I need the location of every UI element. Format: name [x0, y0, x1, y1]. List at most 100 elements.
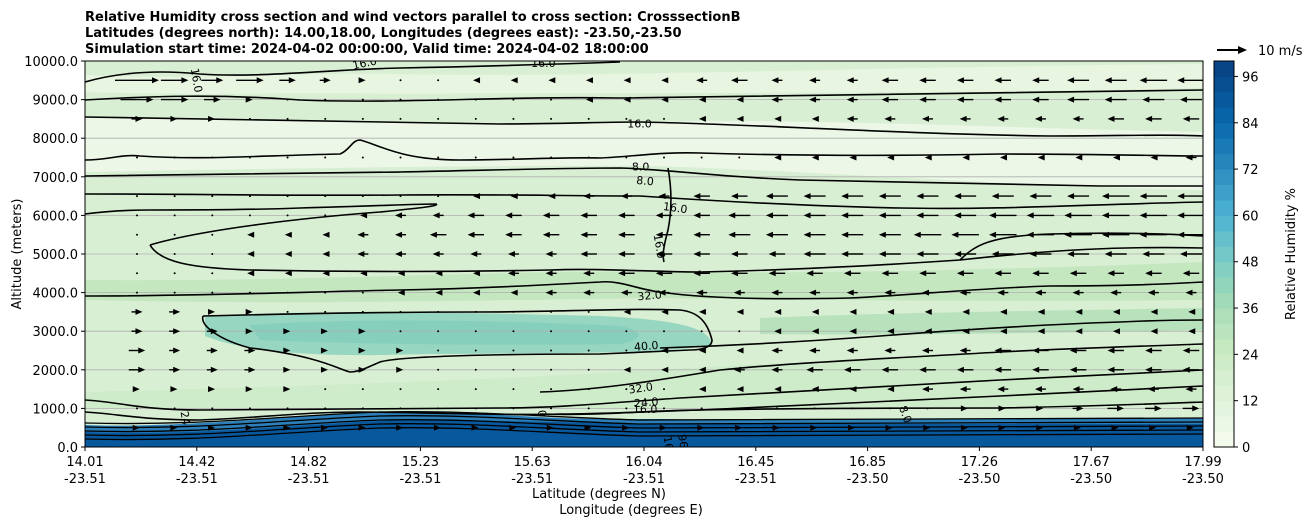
wind-vector — [204, 96, 221, 103]
wind-vector — [1034, 289, 1046, 296]
wind-vector — [913, 231, 942, 238]
wind-vector — [954, 251, 977, 257]
wind-vector — [357, 231, 369, 238]
wind-vector — [693, 270, 710, 277]
wind-vector — [736, 115, 744, 122]
wind-vector — [765, 231, 788, 238]
wind-vector — [924, 308, 932, 315]
wind-vector — [884, 289, 896, 296]
wind-vector — [1067, 77, 1090, 84]
wind-vector — [922, 115, 933, 122]
wind-vector — [437, 117, 440, 120]
x-axis-label-longitude: Longitude (degrees E) — [559, 503, 703, 518]
wind-vector — [916, 193, 939, 200]
colorbar-segment — [1214, 400, 1234, 417]
wind-vector — [1032, 366, 1049, 373]
wind-vector — [962, 154, 970, 161]
wind-vector — [1107, 270, 1124, 277]
wind-vector — [924, 154, 932, 161]
wind-vector — [173, 253, 176, 255]
wind-vector — [846, 77, 858, 84]
wind-vector — [244, 366, 256, 373]
wind-vector — [1034, 115, 1046, 122]
contour-label: 16.0 — [531, 57, 556, 70]
wind-vector — [1182, 270, 1200, 277]
colorbar-tick-label: 24 — [1242, 348, 1259, 363]
wind-vector — [1182, 347, 1200, 354]
x-tick-label-longitude: -23.51 — [64, 472, 106, 487]
wind-vector — [954, 212, 977, 219]
wind-vector — [169, 328, 181, 335]
wind-vector — [700, 156, 703, 159]
wind-vector — [587, 156, 590, 159]
y-tick-label: 8000.0 — [33, 132, 79, 147]
contour-label: 8.0 — [896, 404, 914, 425]
wind-vector — [1000, 328, 1008, 335]
wind-vector — [803, 193, 826, 200]
wind-vector — [1029, 193, 1052, 200]
wind-vector — [505, 212, 522, 219]
wind-vector — [550, 407, 553, 410]
wind-vector — [846, 289, 858, 296]
wind-vector — [623, 77, 631, 84]
wind-vector — [587, 388, 590, 391]
wind-vector — [512, 407, 515, 410]
wind-vector — [120, 96, 154, 103]
colorbar-tick-label: 12 — [1242, 395, 1259, 410]
wind-vector — [698, 308, 706, 315]
wind-vectors — [115, 77, 1203, 431]
wind-vector — [360, 212, 368, 219]
wind-vector — [131, 328, 143, 335]
wind-vector — [512, 368, 515, 371]
wind-vector — [245, 386, 253, 393]
wind-vector — [283, 347, 291, 354]
surface-contour-4 — [85, 423, 1203, 437]
wind-vector — [954, 193, 977, 200]
wind-vector — [545, 251, 557, 257]
wind-vector — [211, 407, 214, 410]
wind-vector — [1185, 386, 1197, 393]
wind-vector — [395, 251, 406, 257]
wind-vector — [625, 117, 628, 120]
quiver-key-label: 10 m/s — [1258, 44, 1303, 59]
wind-vector — [170, 386, 178, 393]
wind-vector — [128, 347, 146, 354]
wind-vector — [1150, 328, 1158, 335]
wind-vector — [322, 270, 330, 277]
wind-vector — [916, 212, 939, 219]
wind-vector — [1182, 366, 1200, 373]
wind-vector — [1139, 231, 1168, 238]
x-tick-label-latitude: 17.26 — [961, 455, 998, 470]
wind-vector — [663, 156, 665, 159]
wind-vector — [173, 291, 176, 294]
wind-vector — [170, 424, 178, 431]
colorbar-frame — [1213, 60, 1235, 448]
x-tick-label-latitude: 16.04 — [625, 455, 662, 470]
wind-vector — [361, 98, 364, 101]
contour-label: 16.0 — [351, 55, 378, 73]
wind-vector — [509, 424, 517, 431]
wind-vector — [286, 156, 289, 159]
wind-vector — [399, 117, 402, 120]
wind-vector — [771, 96, 783, 103]
x-tick-label-longitude: -23.51 — [735, 472, 777, 487]
wind-vector — [136, 407, 138, 410]
wind-vector — [399, 407, 402, 410]
colorbar-tick-label: 0 — [1242, 441, 1250, 456]
wind-vector — [849, 308, 857, 315]
wind-vector — [997, 289, 1009, 296]
wind-vector — [437, 156, 440, 159]
wind-vector — [437, 388, 440, 391]
wind-vector — [625, 407, 628, 410]
wind-vector — [361, 291, 364, 294]
contour-label: 16.0 — [662, 200, 688, 216]
wind-vector — [358, 424, 366, 431]
wind-vector — [512, 98, 515, 101]
contour-line-16-left-loop — [85, 203, 438, 246]
wind-vector — [1034, 386, 1046, 393]
wind-vector — [324, 98, 327, 101]
wind-vector — [1036, 405, 1044, 412]
wind-vector — [738, 330, 741, 333]
colorbar-segment — [1214, 416, 1234, 433]
wind-vector — [1072, 405, 1084, 412]
